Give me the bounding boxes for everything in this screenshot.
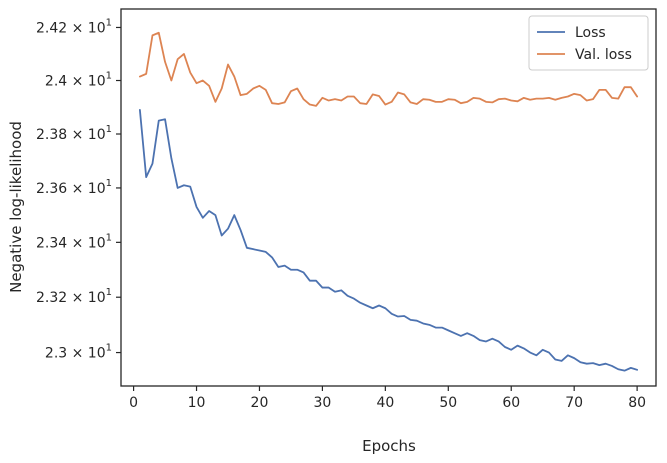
axes-border: [120, 8, 657, 387]
series-line-val-loss: [138, 31, 639, 107]
y-tick-label: 2.38 × 101: [36, 124, 112, 143]
y-tick-label: 2.34 × 101: [36, 232, 112, 251]
y-axis-label: Negative log-likelihood: [7, 121, 25, 293]
y-axis-ticks: 2.3 × 101 2.32 × 101 2.34 × 101 2.36 × 101 2…: [36, 17, 121, 362]
legend-label: Loss: [575, 25, 606, 41]
x-tick-label: 80: [628, 395, 646, 411]
y-tick-label: 2.36 × 101: [36, 178, 112, 197]
x-tick-label: 10: [188, 395, 206, 411]
series-line-loss: [138, 108, 639, 372]
y-tick-label: 2.3 × 101: [45, 343, 112, 362]
series-layer: [138, 31, 639, 372]
x-tick-label: 50: [439, 395, 457, 411]
x-axis-ticks: 0 10 20 30 40 50 60 70 80: [129, 386, 646, 411]
x-tick-label: 70: [565, 395, 583, 411]
y-tick-label: 2.32 × 101: [36, 287, 112, 306]
x-axis-label: Epochs: [362, 437, 416, 455]
legend-box: [528, 15, 649, 71]
legend-label: Val. loss: [575, 47, 632, 63]
y-tick-label: 2.4 × 101: [45, 71, 112, 90]
x-tick-label: 40: [376, 395, 394, 411]
x-tick-label: 0: [129, 395, 138, 411]
x-tick-label: 20: [251, 395, 269, 411]
x-tick-label: 30: [313, 395, 331, 411]
legend: Loss Val. loss: [528, 15, 649, 71]
axes-frame: [120, 8, 657, 387]
x-tick-label: 60: [502, 395, 520, 411]
y-tick-label: 2.42 × 101: [36, 17, 112, 36]
